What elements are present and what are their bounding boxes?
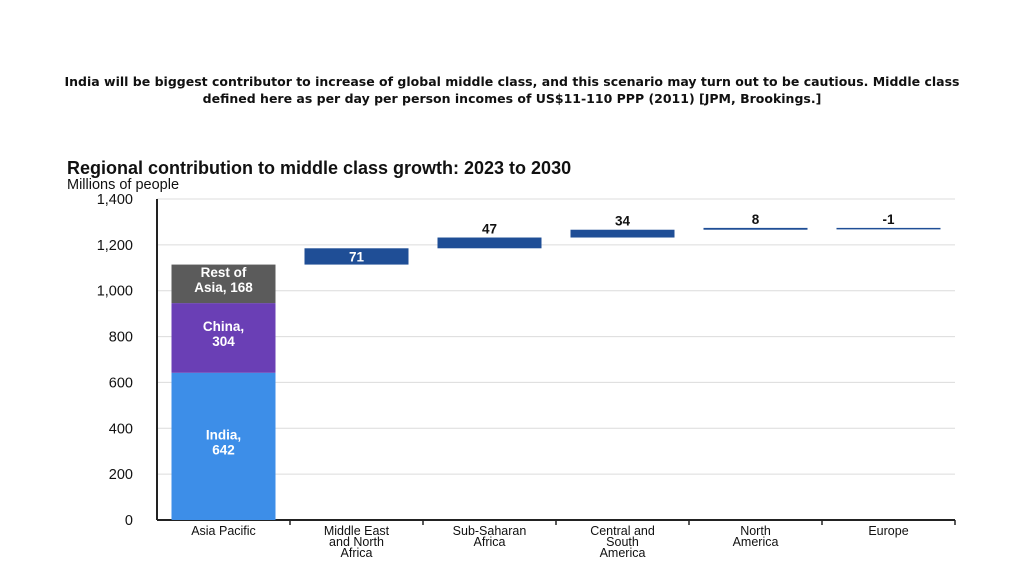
waterfall-value-label: 47 [482,222,497,237]
x-category-label: America [600,546,646,560]
y-tick-label: 400 [109,421,133,437]
bar-segment-label: 642 [212,442,235,457]
waterfall-bar [836,227,941,230]
chart-title: Regional contribution to middle class gr… [67,158,571,178]
x-category-label: Central and [590,524,655,538]
y-tick-label: 1,400 [97,192,133,208]
x-category-label: South [606,535,639,549]
slide-caption: India will be biggest contributor to inc… [64,74,960,106]
x-category-label: North [740,524,771,538]
waterfall-value-label: 71 [349,249,365,264]
x-category-label: and North [329,535,384,549]
x-category-label: Europe [868,524,908,538]
y-tick-label: 0 [125,513,133,529]
waterfall-bar [304,248,409,265]
bar-segment-label: Asia, 168 [194,280,253,295]
waterfall-bar [437,237,542,249]
x-category-label: America [733,535,779,549]
y-tick-label: 800 [109,330,133,346]
chart-subtitle: Millions of people [67,177,179,193]
waterfall-bar [570,229,675,238]
x-category-label: Africa [341,546,373,560]
y-tick-label: 200 [109,467,133,483]
bar-segment-china [171,303,276,373]
y-tick-label: 1,200 [97,238,133,254]
bar-segment-rest-of-asia [171,264,276,304]
bar-segment-label: China, [203,319,244,334]
waterfall-value-label: -1 [882,212,894,227]
bar-segment-label: 304 [212,334,235,349]
waterfall-bar [703,227,808,230]
x-category-label: Africa [474,535,506,549]
y-tick-label: 600 [109,375,133,391]
x-category-label: Asia Pacific [191,524,256,538]
waterfall-value-label: 8 [752,212,760,227]
bar-segment-label: Rest of [201,265,247,280]
x-category-label: Middle East [324,524,390,538]
bar-segment-label: India, [206,427,241,442]
x-category-label: Sub-Saharan [453,524,527,538]
y-tick-label: 1,000 [97,284,133,300]
bar-segment-india [171,372,276,520]
waterfall-value-label: 34 [615,214,631,229]
